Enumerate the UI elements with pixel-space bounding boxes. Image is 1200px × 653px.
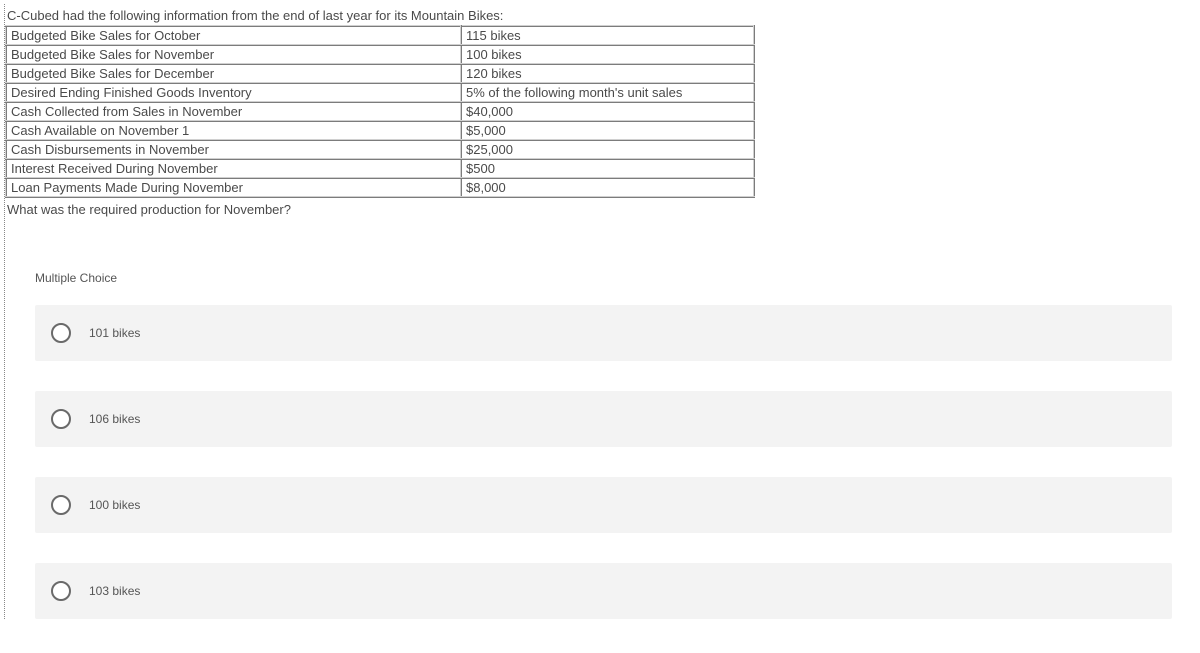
radio-icon[interactable] xyxy=(51,581,71,601)
table-row: Budgeted Bike Sales for December120 bike… xyxy=(6,64,754,83)
table-cell-value: $8,000 xyxy=(461,178,754,197)
answer-option[interactable]: 106 bikes xyxy=(35,391,1172,447)
table-cell-value: $500 xyxy=(461,159,754,178)
answer-option[interactable]: 103 bikes xyxy=(35,563,1172,619)
table-row: Cash Available on November 1$5,000 xyxy=(6,121,754,140)
option-text: 106 bikes xyxy=(89,412,140,426)
table-cell-value: 5% of the following month's unit sales xyxy=(461,83,754,102)
radio-icon[interactable] xyxy=(51,409,71,429)
table-row: Cash Disbursements in November$25,000 xyxy=(6,140,754,159)
option-text: 100 bikes xyxy=(89,498,140,512)
intro-text: C-Cubed had the following information fr… xyxy=(5,4,1192,25)
option-text: 103 bikes xyxy=(89,584,140,598)
option-text: 101 bikes xyxy=(89,326,140,340)
answer-option[interactable]: 100 bikes xyxy=(35,477,1172,533)
table-row: Budgeted Bike Sales for November100 bike… xyxy=(6,45,754,64)
radio-icon[interactable] xyxy=(51,323,71,343)
table-cell-label: Cash Disbursements in November xyxy=(6,140,461,159)
table-row: Loan Payments Made During November$8,000 xyxy=(6,178,754,197)
table-cell-value: 115 bikes xyxy=(461,26,754,45)
table-cell-label: Cash Available on November 1 xyxy=(6,121,461,140)
table-row: Budgeted Bike Sales for October115 bikes xyxy=(6,26,754,45)
table-cell-label: Loan Payments Made During November xyxy=(6,178,461,197)
table-cell-label: Cash Collected from Sales in November xyxy=(6,102,461,121)
question-text: What was the required production for Nov… xyxy=(5,200,1192,221)
table-cell-value: $25,000 xyxy=(461,140,754,159)
table-cell-label: Interest Received During November xyxy=(6,159,461,178)
radio-icon[interactable] xyxy=(51,495,71,515)
table-cell-label: Budgeted Bike Sales for November xyxy=(6,45,461,64)
table-row: Cash Collected from Sales in November$40… xyxy=(6,102,754,121)
table-row: Desired Ending Finished Goods Inventory5… xyxy=(6,83,754,102)
table-cell-label: Budgeted Bike Sales for December xyxy=(6,64,461,83)
table-cell-value: 100 bikes xyxy=(461,45,754,64)
table-cell-value: $5,000 xyxy=(461,121,754,140)
options-container: 101 bikes 106 bikes 100 bikes 103 bikes xyxy=(35,305,1172,619)
data-table: Budgeted Bike Sales for October115 bikes… xyxy=(5,25,755,198)
table-cell-value: $40,000 xyxy=(461,102,754,121)
table-row: Interest Received During November$500 xyxy=(6,159,754,178)
table-cell-label: Budgeted Bike Sales for October xyxy=(6,26,461,45)
table-cell-value: 120 bikes xyxy=(461,64,754,83)
answer-option[interactable]: 101 bikes xyxy=(35,305,1172,361)
table-cell-label: Desired Ending Finished Goods Inventory xyxy=(6,83,461,102)
question-container: C-Cubed had the following information fr… xyxy=(4,4,1192,619)
multiple-choice-label: Multiple Choice xyxy=(35,271,1192,285)
